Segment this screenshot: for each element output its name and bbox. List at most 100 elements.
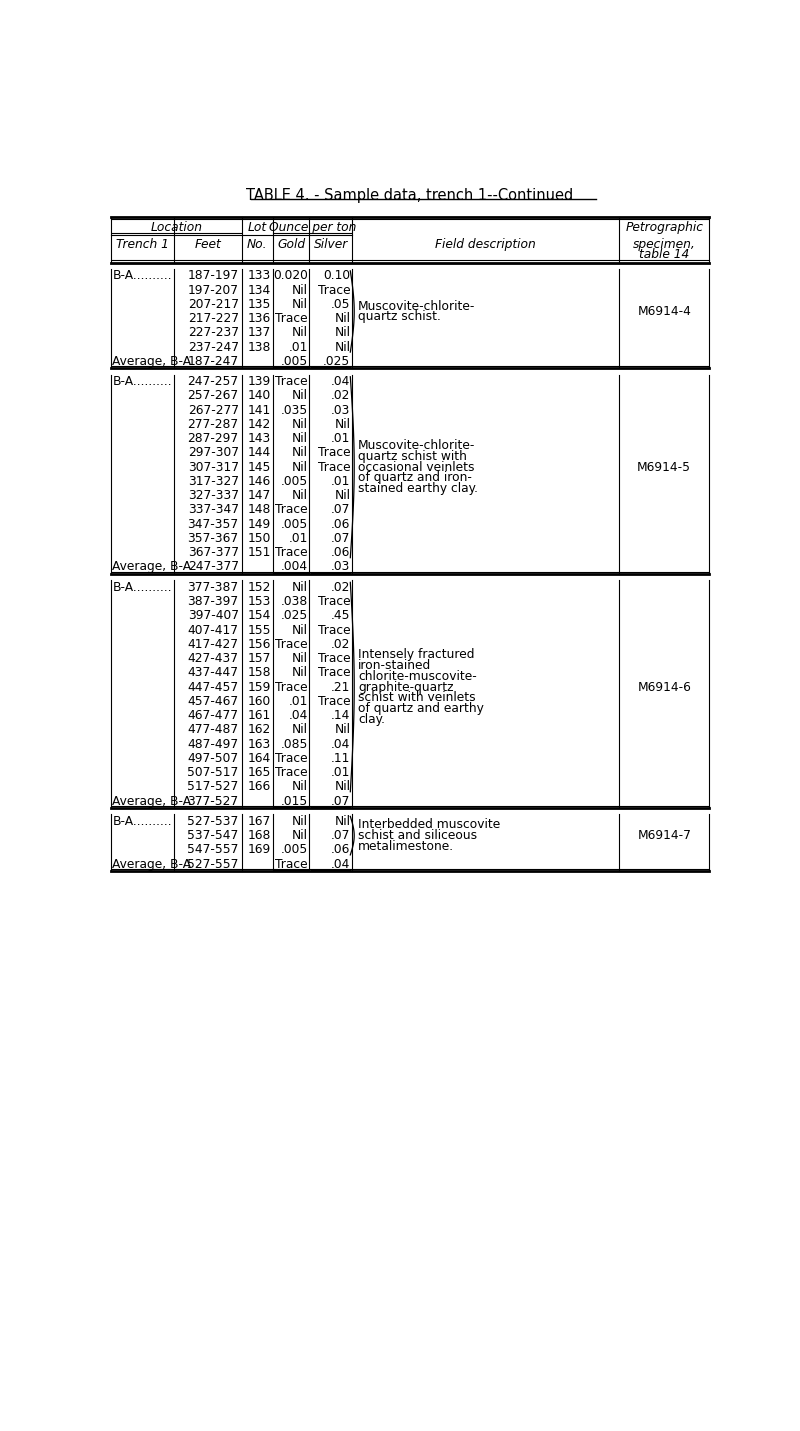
Text: 167: 167 [248,814,271,829]
Text: Interbedded muscovite: Interbedded muscovite [358,819,500,831]
Text: Nil: Nil [292,814,308,829]
Text: 164: 164 [248,751,271,764]
Text: 0.10: 0.10 [323,269,350,282]
Text: M6914-5: M6914-5 [638,461,691,474]
Text: B-A..........: B-A.......... [112,581,172,594]
Text: Nil: Nil [292,283,308,296]
Text: Trace: Trace [318,624,350,637]
Text: TABLE 4. - Sample data, trench 1--Continued: TABLE 4. - Sample data, trench 1--Contin… [246,187,574,203]
Text: Trace: Trace [275,312,308,325]
Text: 161: 161 [248,708,271,723]
Text: 257-267: 257-267 [187,389,238,402]
Text: 146: 146 [248,475,271,488]
Text: .06: .06 [331,843,350,856]
Text: .01: .01 [288,341,308,353]
Text: No.: No. [247,238,267,250]
Text: Average, B-A: Average, B-A [112,794,191,807]
Text: .01: .01 [331,766,350,778]
Text: 160: 160 [248,695,271,708]
Text: .025: .025 [281,610,308,622]
Text: 187-247: 187-247 [187,355,238,368]
Text: 147: 147 [248,489,271,502]
Text: Nil: Nil [292,461,308,474]
Text: stained earthy clay.: stained earthy clay. [358,482,478,495]
Text: 148: 148 [248,504,271,517]
Text: Trace: Trace [275,766,308,778]
Text: Trace: Trace [275,638,308,651]
Text: 141: 141 [248,404,271,416]
Text: Nil: Nil [292,432,308,445]
Text: .035: .035 [281,404,308,416]
Text: .04: .04 [331,857,350,870]
Text: .07: .07 [331,532,350,545]
Text: .01: .01 [288,532,308,545]
Text: occasional veinlets: occasional veinlets [358,461,474,474]
Text: 427-437: 427-437 [188,653,238,665]
Text: 247-257: 247-257 [187,375,238,388]
Text: Trace: Trace [275,375,308,388]
Text: 157: 157 [248,653,271,665]
Text: 377-527: 377-527 [187,794,238,807]
Text: 347-357: 347-357 [187,518,238,531]
Text: 163: 163 [248,737,271,750]
Text: 137: 137 [248,326,271,339]
Text: 547-557: 547-557 [187,843,238,856]
Text: .005: .005 [281,518,308,531]
Text: Nil: Nil [292,418,308,431]
Text: quartz schist.: quartz schist. [358,311,441,323]
Text: 237-247: 237-247 [188,341,238,353]
Text: 142: 142 [248,418,271,431]
Text: 159: 159 [248,681,271,694]
Text: Nil: Nil [334,341,350,353]
Text: 297-307: 297-307 [188,446,238,459]
Text: Trace: Trace [275,547,308,560]
Text: graphite-quartz: graphite-quartz [358,681,454,694]
Text: 437-447: 437-447 [188,667,238,680]
Text: 162: 162 [248,723,271,737]
Text: .07: .07 [331,829,350,843]
Text: .01: .01 [288,695,308,708]
Text: .038: .038 [281,595,308,608]
Text: 133: 133 [248,269,271,282]
Text: 150: 150 [248,532,271,545]
Text: 145: 145 [248,461,271,474]
Text: Nil: Nil [292,446,308,459]
Text: Trace: Trace [275,751,308,764]
Text: 287-297: 287-297 [187,432,238,445]
Text: B-A..........: B-A.......... [112,375,172,388]
Text: .085: .085 [280,737,308,750]
Text: Nil: Nil [292,829,308,843]
Text: Trace: Trace [318,667,350,680]
Text: 166: 166 [248,780,271,793]
Text: 168: 168 [248,829,271,843]
Text: Nil: Nil [334,326,350,339]
Text: Nil: Nil [292,667,308,680]
Text: Trench 1: Trench 1 [116,238,169,250]
Text: schist and siliceous: schist and siliceous [358,829,477,843]
Text: Silver: Silver [314,238,348,250]
Text: 317-327: 317-327 [188,475,238,488]
Text: Field description: Field description [435,238,536,250]
Text: 139: 139 [248,375,271,388]
Text: Average, B-A: Average, B-A [112,355,191,368]
Text: .005: .005 [281,355,308,368]
Text: quartz schist with: quartz schist with [358,449,467,462]
Text: 487-497: 487-497 [187,737,238,750]
Text: Trace: Trace [318,653,350,665]
Text: Nil: Nil [292,581,308,594]
Text: .02: .02 [331,638,350,651]
Text: .06: .06 [331,518,350,531]
Text: M6914-7: M6914-7 [638,829,691,843]
Text: 397-407: 397-407 [188,610,238,622]
Text: Nil: Nil [292,624,308,637]
Text: Trace: Trace [318,595,350,608]
Text: Average, B-A: Average, B-A [112,857,191,870]
Text: 377-387: 377-387 [187,581,238,594]
Text: Ounce per ton: Ounce per ton [269,220,356,233]
Text: Trace: Trace [318,446,350,459]
Text: 144: 144 [248,446,271,459]
Text: 417-427: 417-427 [188,638,238,651]
Text: Intensely fractured: Intensely fractured [358,648,474,661]
Text: 307-317: 307-317 [188,461,238,474]
Text: .01: .01 [331,475,350,488]
